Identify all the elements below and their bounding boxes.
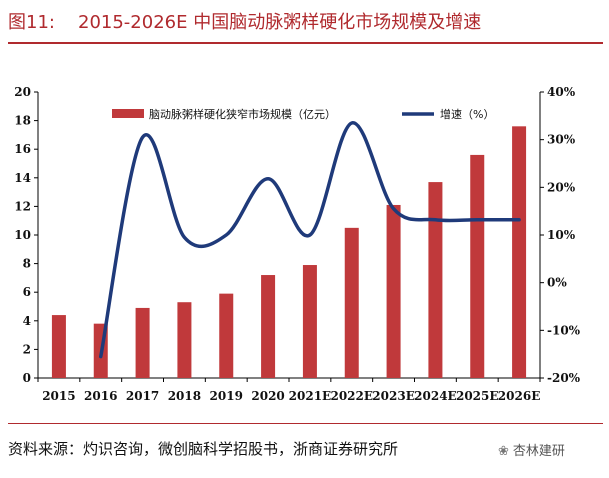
- x-tick-label: 2020: [251, 389, 284, 403]
- y-right-tick-label: 0%: [547, 276, 567, 290]
- bar: [219, 293, 234, 378]
- bar: [344, 227, 359, 378]
- wechat-icon: ❀: [498, 444, 509, 459]
- y-left-tick-label: 8: [23, 257, 31, 271]
- x-tick-label: 2024E: [414, 389, 457, 403]
- y-right-tick-label: 10%: [547, 228, 576, 242]
- y-left-tick-label: 16: [14, 142, 31, 156]
- figure-number: 图11:: [8, 12, 55, 33]
- title-rule: [8, 42, 603, 44]
- growth-line: [99, 121, 521, 359]
- y-left-tick-label: 4: [23, 314, 31, 328]
- figure-title: 2015-2026E 中国脑动脉粥样硬化市场规模及增速: [78, 12, 482, 33]
- y-right-tick-label: 40%: [547, 85, 576, 99]
- y-left-tick-label: 14: [14, 171, 31, 185]
- bar: [470, 154, 485, 378]
- x-tick-label: 2021E: [289, 389, 332, 403]
- bar: [386, 204, 401, 378]
- y-left-tick-label: 12: [14, 199, 31, 213]
- y-left-tick-label: 10: [14, 228, 31, 242]
- y-left-tick-label: 18: [14, 114, 31, 128]
- x-tick-label: 2018: [168, 389, 201, 403]
- bar: [177, 302, 192, 378]
- source-note: 资料来源：灼识咨询，微创脑科学招股书，浙商证券研究所: [8, 440, 399, 458]
- bar: [261, 275, 276, 378]
- bar: [302, 265, 317, 378]
- source-rule: [8, 423, 603, 424]
- x-tick-label: 2015: [42, 389, 75, 403]
- x-tick-label: 2016: [84, 389, 117, 403]
- legend-bar-label: 脑动脉粥样硬化狭窄市场规模（亿元）: [149, 107, 336, 121]
- y-right-tick-label: -20%: [547, 371, 581, 385]
- legend-bar-swatch: [112, 109, 144, 118]
- bar: [512, 126, 527, 378]
- legend-line-label: 增速（%）: [440, 107, 494, 121]
- y-left-tick-label: 0: [23, 371, 31, 385]
- x-tick-label: 2022E: [330, 389, 373, 403]
- bar: [135, 307, 150, 378]
- watermark-text: 杏林建研: [512, 444, 565, 459]
- x-tick-label: 2026E: [498, 389, 541, 403]
- bar: [51, 315, 66, 378]
- bar: [428, 182, 443, 378]
- x-tick-label: 2017: [126, 389, 159, 403]
- chart-area: 0 2 4 6 8 10 12 14 16 18 20 -20% -10% 0% 10% 20% 30% 40% 2…: [14, 85, 581, 403]
- chart-title: 图11: 2015-2026E 中国脑动脉粥样硬化市场规模及增速: [8, 8, 603, 34]
- y-right-tick-label: 20%: [547, 180, 576, 194]
- x-tick-label: 2025E: [456, 389, 499, 403]
- y-left-tick-label: 20: [14, 85, 31, 99]
- y-right-tick-label: -10%: [547, 323, 581, 337]
- x-tick-label: 2019: [210, 389, 243, 403]
- y-right-tick-label: 30%: [547, 133, 576, 147]
- y-left-tick-label: 6: [23, 285, 31, 299]
- x-tick-label: 2023E: [372, 389, 415, 403]
- watermark: ❀ 杏林建研: [498, 440, 565, 459]
- y-left-tick-label: 2: [23, 342, 31, 356]
